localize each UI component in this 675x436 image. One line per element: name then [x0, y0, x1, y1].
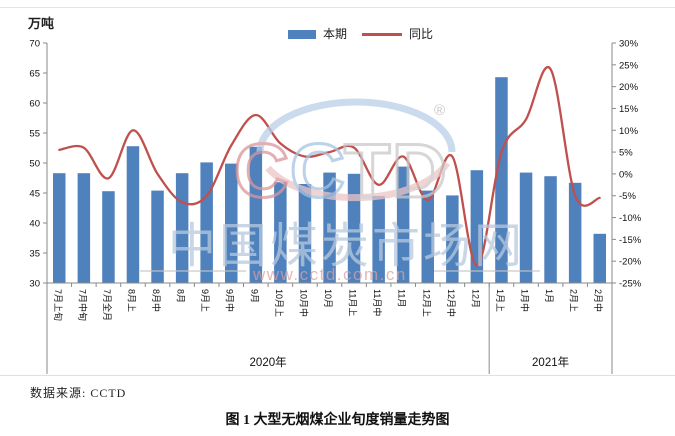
watermark-ellipse-bottom — [265, 161, 450, 202]
bar — [77, 173, 91, 283]
watermark-ellipse-top — [256, 98, 456, 153]
bar — [519, 172, 533, 283]
bar — [126, 146, 140, 283]
chart-legend: 本期 同比 — [288, 27, 433, 41]
right-axis-tick-label: 20% — [619, 82, 639, 93]
x-tick-label: 2月上 — [569, 289, 579, 312]
bar — [421, 190, 434, 283]
registered-mark: ® — [434, 102, 445, 119]
x-tick-label: 11月中 — [372, 289, 383, 316]
watermark-logo-letter: C — [234, 129, 289, 214]
x-tick-label: 1月 — [544, 289, 554, 303]
x-tick-label: 10月 — [323, 289, 333, 308]
left-axis-tick-label: 65 — [29, 69, 40, 80]
legend-bar-swatch-icon — [288, 29, 316, 39]
x-tick-label: 12月 — [470, 289, 480, 308]
right-axis-tick-label: -10% — [619, 213, 642, 224]
right-axis-tick-label: 15% — [619, 104, 639, 115]
bar — [446, 195, 459, 283]
x-tick-label: 9月上 — [200, 289, 210, 312]
left-axis-tick-label: 55 — [29, 129, 40, 140]
legend-line-swatch-icon — [362, 32, 403, 36]
right-axis-tick-label: -25% — [619, 279, 642, 290]
x-tick-label: 12月上 — [421, 289, 431, 317]
figure-caption: 图 1 大型无烟煤企业旬度销量走势图 — [225, 413, 450, 428]
trend-line — [58, 65, 601, 267]
watermark-logo-letter: D — [392, 129, 447, 214]
chart-canvas: 70 65 60 55 50 45 40 35 30 30% 25% 20% 15% 10% 5% 0% -5%… — [0, 7, 675, 376]
x-tick-label: 8月上 — [126, 289, 136, 312]
watermark-site-url: www.cctd.com.cn — [252, 265, 407, 284]
bar — [274, 182, 287, 283]
right-axis-tick-label: -20% — [619, 257, 642, 268]
right-axis-tick-label: -5% — [619, 191, 636, 202]
sales-trend-chart: 70 65 60 55 50 45 40 35 30 30% 25% 20% 15% 10% 5% 0% -5%… — [0, 7, 675, 400]
bar — [102, 191, 115, 283]
bar — [298, 184, 312, 283]
bar — [593, 233, 606, 283]
x-tick-label: 10月中 — [298, 289, 309, 317]
left-axis-tick-label: 35 — [29, 249, 40, 260]
left-axis-tick-label: 50 — [29, 159, 40, 170]
legend-label-yoy: 同比 — [409, 27, 434, 41]
x-tick-label: 8月 — [176, 289, 186, 303]
bar — [249, 146, 263, 283]
x-tick-label: 10月上 — [274, 289, 284, 317]
right-axis-tick-label: 5% — [619, 148, 633, 159]
left-axis-tick-label: 70 — [29, 39, 40, 50]
left-axis-tick-label: 40 — [29, 219, 40, 230]
x-tick-label: 11月 — [397, 289, 407, 307]
right-axis-tick-label: 25% — [619, 60, 639, 71]
right-axis-tick-label: 0% — [619, 169, 633, 180]
x-tick-label: 1月中 — [520, 289, 531, 312]
x-tick-label: 9月中 — [225, 289, 236, 312]
left-axis-tick-label: 60 — [29, 99, 40, 110]
bar — [396, 166, 410, 283]
year-group-label: 2020年 — [250, 355, 287, 369]
x-tick-label: 11月上 — [348, 289, 358, 316]
bar — [53, 173, 66, 283]
x-tick-label: 7月上旬 — [53, 289, 64, 321]
watermark-logo-letter: C — [290, 129, 345, 214]
x-tick-label: 12月中 — [446, 289, 457, 317]
legend-label-current: 本期 — [323, 27, 348, 41]
watermark-site-name: 中国煤炭市场网 — [168, 220, 525, 273]
x-tick-label: 7月中旬 — [77, 289, 88, 321]
bar — [372, 196, 385, 283]
bar — [495, 77, 508, 283]
watermark-logo-letter: T — [344, 129, 390, 214]
bar — [225, 163, 238, 283]
right-axis-tick-label: 30% — [619, 39, 639, 50]
bar — [323, 172, 336, 283]
left-axis-tick-label: 45 — [29, 189, 40, 200]
bar — [470, 170, 484, 283]
x-tick-label: 8月中 — [151, 289, 162, 312]
data-source-note: 数据来源: CCTD — [30, 386, 127, 400]
bar — [151, 190, 164, 283]
left-axis-unit-label: 万吨 — [28, 16, 55, 31]
x-tick-label: 7月全月 — [102, 289, 113, 321]
year-group-label: 2021年 — [532, 355, 569, 369]
right-axis-tick-label: 10% — [619, 126, 639, 137]
x-tick-label: 1月上 — [495, 289, 505, 312]
bar — [544, 176, 557, 283]
right-axis-tick-label: -15% — [619, 235, 642, 246]
left-axis-tick-label: 30 — [29, 279, 40, 290]
x-tick-label: 2月中 — [593, 289, 604, 312]
x-tick-label: 9月 — [249, 289, 259, 303]
bar — [568, 182, 582, 283]
